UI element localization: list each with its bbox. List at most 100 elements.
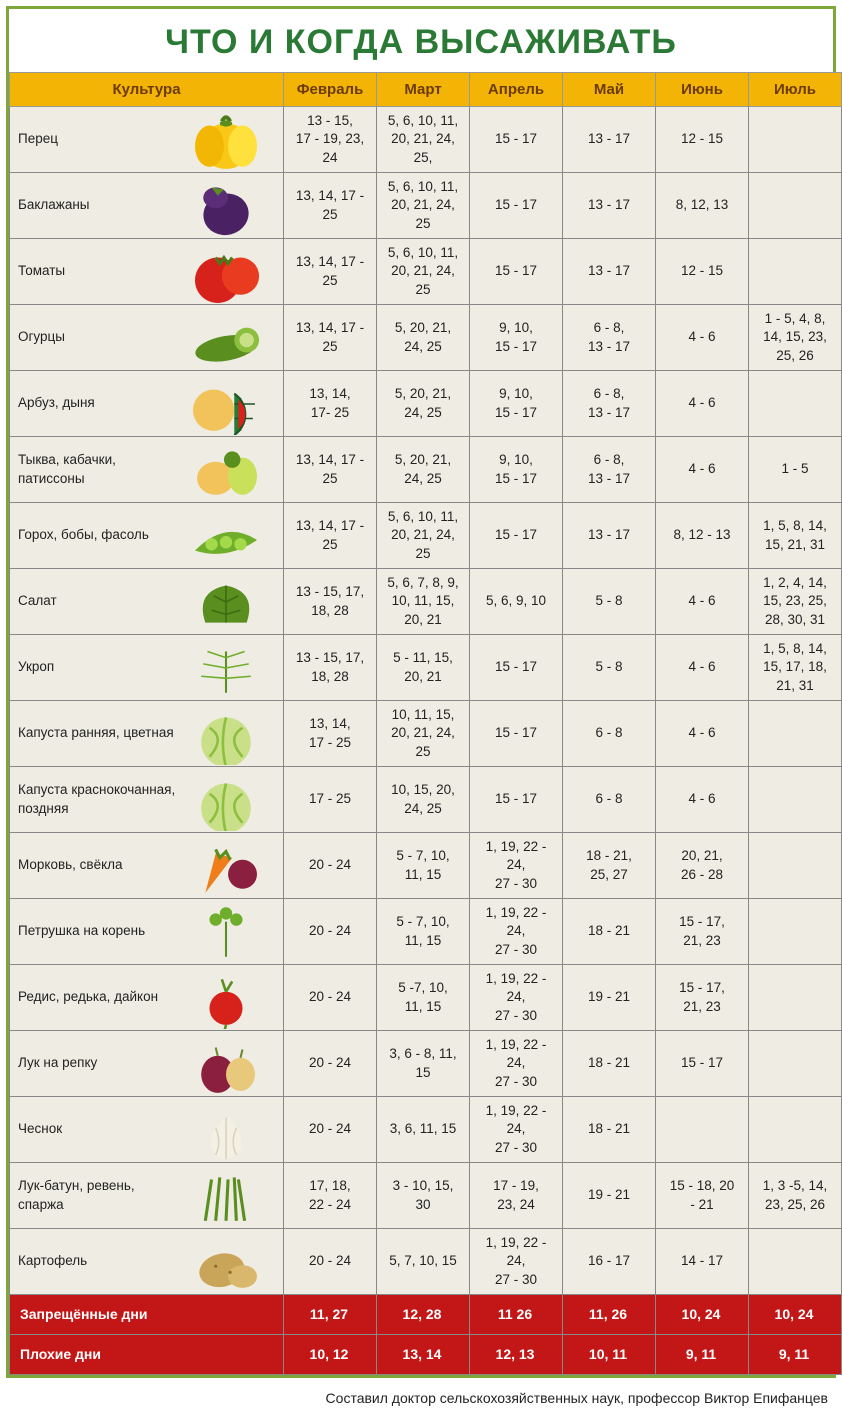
date-cell: 3, 6, 11, 15 bbox=[377, 1097, 470, 1163]
salad-icon bbox=[171, 571, 281, 633]
date-cell: 6 - 8,13 - 17 bbox=[563, 437, 656, 503]
potato-icon bbox=[171, 1231, 281, 1293]
chive-icon bbox=[171, 1165, 281, 1227]
table-row: Огурцы13, 14, 17 - 255, 20, 21,24, 259, … bbox=[10, 305, 842, 371]
date-cell: 15 - 17 bbox=[470, 701, 563, 767]
peas-icon bbox=[171, 505, 281, 567]
date-cell: 1, 2, 4, 14,15, 23, 25,28, 30, 31 bbox=[749, 569, 842, 635]
date-cell: 4 - 6 bbox=[656, 635, 749, 701]
culture-cell: Огурцы bbox=[10, 305, 284, 371]
culture-label: Капуста ранняя, цветная bbox=[18, 724, 174, 742]
date-cell: 6 - 8,13 - 17 bbox=[563, 305, 656, 371]
table-row: Перец13 - 15,17 - 19, 23, 245, 6, 10, 11… bbox=[10, 107, 842, 173]
date-cell: 1, 19, 22 - 24,27 - 30 bbox=[470, 899, 563, 965]
cabbage-icon bbox=[171, 703, 281, 765]
date-cell: 1, 3 -5, 14,23, 25, 26 bbox=[749, 1163, 842, 1229]
date-cell bbox=[749, 767, 842, 833]
date-cell bbox=[749, 1097, 842, 1163]
date-cell: 13 - 15,17 - 19, 23, 24 bbox=[284, 107, 377, 173]
table-row: Салат13 - 15, 17,18, 285, 6, 7, 8, 9,10,… bbox=[10, 569, 842, 635]
date-cell: 15 - 17 bbox=[656, 1031, 749, 1097]
date-cell: 9, 10,15 - 17 bbox=[470, 305, 563, 371]
culture-cell: Тыква, кабачки, патиссоны bbox=[10, 437, 284, 503]
date-cell: 6 - 8 bbox=[563, 767, 656, 833]
date-cell: 13 - 15, 17,18, 28 bbox=[284, 635, 377, 701]
date-cell bbox=[749, 239, 842, 305]
date-cell: 19 - 21 bbox=[563, 1163, 656, 1229]
planting-table: КультураФевральМартАпрельМайИюньИюль Пер… bbox=[9, 72, 842, 1375]
table-row: Лук на репку20 - 243, 6 - 8, 11,151, 19,… bbox=[10, 1031, 842, 1097]
table-row: Баклажаны13, 14, 17 - 255, 6, 10, 11,20,… bbox=[10, 173, 842, 239]
culture-label: Салат bbox=[18, 592, 57, 610]
date-cell: 19 - 21 bbox=[563, 965, 656, 1031]
culture-cell: Редис, редька, дайкон bbox=[10, 965, 284, 1031]
culture-label: Огурцы bbox=[18, 328, 65, 346]
date-cell: 15 - 17 bbox=[470, 767, 563, 833]
col-month: Июль bbox=[749, 73, 842, 107]
date-cell: 15 - 18, 20- 21 bbox=[656, 1163, 749, 1229]
table-row: Тыква, кабачки, патиссоны13, 14, 17 - 25… bbox=[10, 437, 842, 503]
date-cell: 13, 14,17- 25 bbox=[284, 371, 377, 437]
culture-label: Тыква, кабачки, патиссоны bbox=[18, 451, 178, 487]
culture-label: Баклажаны bbox=[18, 196, 90, 214]
col-month: Май bbox=[563, 73, 656, 107]
date-cell: 1, 19, 22 - 24,27 - 30 bbox=[470, 965, 563, 1031]
date-cell: 13, 14, 17 - 25 bbox=[284, 239, 377, 305]
date-cell: 1, 19, 22 - 24,27 - 30 bbox=[470, 833, 563, 899]
date-cell: 20 - 24 bbox=[284, 1031, 377, 1097]
date-cell: 4 - 6 bbox=[656, 437, 749, 503]
culture-label: Картофель bbox=[18, 1252, 87, 1270]
date-cell bbox=[749, 965, 842, 1031]
date-cell: 20 - 24 bbox=[284, 899, 377, 965]
footer-cell: 10, 24 bbox=[656, 1295, 749, 1335]
date-cell: 5 - 8 bbox=[563, 635, 656, 701]
culture-cell: Баклажаны bbox=[10, 173, 284, 239]
date-cell: 12 - 15 bbox=[656, 239, 749, 305]
culture-label: Редис, редька, дайкон bbox=[18, 988, 158, 1006]
date-cell: 13, 14, 17 - 25 bbox=[284, 503, 377, 569]
squash-icon bbox=[171, 439, 281, 501]
date-cell: 15 - 17 bbox=[470, 239, 563, 305]
date-cell: 17 - 25 bbox=[284, 767, 377, 833]
date-cell: 4 - 6 bbox=[656, 371, 749, 437]
date-cell: 14 - 17 bbox=[656, 1229, 749, 1295]
date-cell: 20, 21,26 - 28 bbox=[656, 833, 749, 899]
date-cell: 13 - 17 bbox=[563, 107, 656, 173]
footer-cell: 9, 11 bbox=[749, 1335, 842, 1375]
parsley-icon bbox=[171, 901, 281, 963]
culture-cell: Лук на репку bbox=[10, 1031, 284, 1097]
culture-label: Горох, бобы, фасоль bbox=[18, 526, 149, 544]
date-cell bbox=[749, 173, 842, 239]
date-cell: 13, 14, 17 - 25 bbox=[284, 305, 377, 371]
footer-cell: 12, 28 bbox=[377, 1295, 470, 1335]
date-cell: 8, 12 - 13 bbox=[656, 503, 749, 569]
eggplant-icon bbox=[171, 175, 281, 237]
culture-cell: Перец bbox=[10, 107, 284, 173]
date-cell bbox=[749, 833, 842, 899]
culture-cell: Морковь, свёкла bbox=[10, 833, 284, 899]
carrot-icon bbox=[171, 835, 281, 897]
culture-cell: Петрушка на корень bbox=[10, 899, 284, 965]
melon-icon bbox=[171, 373, 281, 435]
table-row: Томаты13, 14, 17 - 255, 6, 10, 11,20, 21… bbox=[10, 239, 842, 305]
onion-icon bbox=[171, 1033, 281, 1095]
culture-label: Томаты bbox=[18, 262, 65, 280]
date-cell: 13 - 17 bbox=[563, 173, 656, 239]
date-cell: 18 - 21 bbox=[563, 899, 656, 965]
date-cell: 5, 20, 21,24, 25 bbox=[377, 371, 470, 437]
table-row: Капуста ранняя, цветная13, 14,17 - 2510,… bbox=[10, 701, 842, 767]
date-cell: 13 - 17 bbox=[563, 239, 656, 305]
date-cell: 1, 19, 22 - 24,27 - 30 bbox=[470, 1229, 563, 1295]
table-row: Капуста краснокочанная, поздняя17 - 2510… bbox=[10, 767, 842, 833]
date-cell: 15 - 17 bbox=[470, 503, 563, 569]
cucumber-icon bbox=[171, 307, 281, 369]
table-row: Горох, бобы, фасоль 13, 14, 17 - 255, 6, … bbox=[10, 503, 842, 569]
date-cell: 1, 5, 8, 14,15, 21, 31 bbox=[749, 503, 842, 569]
date-cell: 9, 10,15 - 17 bbox=[470, 371, 563, 437]
footer-cell: 10, 11 bbox=[563, 1335, 656, 1375]
tomato-icon bbox=[171, 241, 281, 303]
date-cell: 5, 6, 10, 11,20, 21, 24, 25 bbox=[377, 503, 470, 569]
date-cell: 4 - 6 bbox=[656, 701, 749, 767]
date-cell: 20 - 24 bbox=[284, 965, 377, 1031]
col-month: Март bbox=[377, 73, 470, 107]
